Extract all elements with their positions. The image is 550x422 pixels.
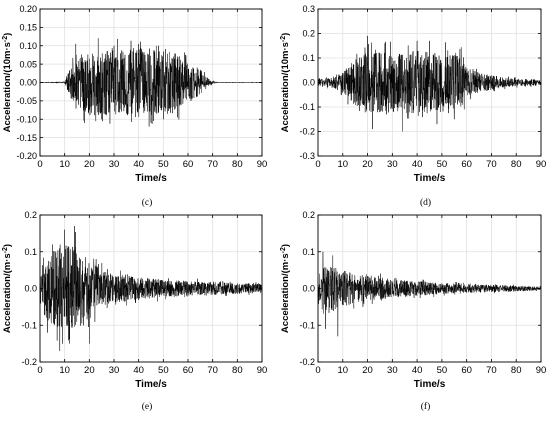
x-tick-label: 10 — [59, 159, 70, 170]
y-tick-label: -0.1 — [299, 102, 315, 112]
y-tick-label: 0.1 — [24, 247, 37, 257]
panel-caption: (d) — [420, 197, 431, 208]
y-tick-label: 0.2 — [302, 29, 315, 39]
y-axis-label: Acceleration/(10m·s-2) — [2, 33, 14, 133]
x-tick-label: 70 — [486, 159, 497, 170]
x-tick-label: 10 — [337, 365, 348, 376]
y-tick-label: 0.0 — [302, 284, 315, 294]
x-tick-label: 80 — [511, 159, 522, 170]
x-tick-label: 80 — [232, 159, 243, 170]
x-tick-label: 30 — [109, 365, 120, 376]
y-tick-label: -0.15 — [16, 133, 37, 143]
x-tick-label: 30 — [109, 159, 120, 170]
series-line — [39, 225, 263, 352]
y-tick-label: 0.0 — [302, 78, 315, 88]
y-tick-label: -0.2 — [299, 127, 315, 137]
chart-panel-0: 0 10 20 30 40 50 60 70 80 90 -0.20 -0.15 -0.10 -0.05 0… — [2, 4, 268, 208]
x-tick-label: 50 — [158, 365, 169, 376]
y-tick-label: 0.0 — [24, 284, 37, 294]
y-tick-label: -0.2 — [299, 357, 315, 367]
y-tick-label: 0.10 — [19, 41, 37, 51]
x-axis-label: Time/s — [135, 173, 167, 184]
chart-panel-2: 0 10 20 30 40 50 60 70 80 90 -0.2 -0.1 0.0 0.1 0.2 Time… — [2, 210, 268, 412]
x-tick-label: 10 — [337, 159, 348, 170]
x-tick-label: 90 — [257, 365, 268, 376]
y-tick-label: -0.20 — [16, 151, 37, 161]
series-line — [317, 35, 542, 132]
chart-panel-3: 0 10 20 30 40 50 60 70 80 90 -0.2 -0.1 0.0 0.1 0.2 Time… — [280, 210, 547, 412]
y-tick-label: 0.00 — [19, 78, 37, 88]
y-tick-label: -0.2 — [21, 357, 37, 367]
series-line — [317, 251, 542, 337]
series-line — [39, 37, 263, 127]
x-tick-label: 90 — [536, 159, 547, 170]
x-axis-label: Time/s — [135, 379, 167, 390]
x-tick-label: 60 — [183, 159, 194, 170]
x-axis-label: Time/s — [414, 173, 446, 184]
x-tick-label: 50 — [437, 159, 448, 170]
y-tick-label: 0.15 — [19, 23, 37, 33]
y-tick-label: -0.3 — [299, 151, 315, 161]
chart-panel-1: 0 10 20 30 40 50 60 70 80 90 -0.3 -0.2 -0.1 0.0 0.1 0.2… — [280, 4, 547, 208]
x-tick-label: 0 — [315, 365, 320, 376]
y-tick-label: 0.05 — [19, 59, 37, 69]
x-tick-label: 70 — [486, 365, 497, 376]
x-tick-label: 70 — [207, 365, 218, 376]
y-tick-label: 0.2 — [302, 210, 315, 220]
x-tick-label: 80 — [511, 365, 522, 376]
x-tick-label: 70 — [207, 159, 218, 170]
y-tick-label: 0.20 — [19, 4, 37, 14]
x-tick-label: 20 — [84, 159, 95, 170]
x-tick-label: 90 — [536, 365, 547, 376]
x-tick-label: 60 — [461, 365, 472, 376]
x-tick-label: 80 — [232, 365, 243, 376]
x-tick-label: 20 — [362, 365, 373, 376]
y-tick-label: -0.1 — [299, 320, 315, 330]
x-tick-label: 40 — [133, 159, 144, 170]
x-axis-label: Time/s — [414, 379, 446, 390]
y-axis-label: Acceleration/(10m·s-2) — [280, 33, 292, 133]
y-tick-label: -0.05 — [16, 96, 37, 106]
x-tick-label: 50 — [158, 159, 169, 170]
y-tick-label: 0.1 — [302, 53, 315, 63]
x-tick-label: 20 — [362, 159, 373, 170]
x-tick-label: 40 — [412, 365, 423, 376]
panel-caption: (c) — [142, 197, 153, 208]
x-tick-label: 90 — [257, 159, 268, 170]
x-tick-label: 60 — [183, 365, 194, 376]
x-tick-label: 40 — [133, 365, 144, 376]
x-tick-label: 40 — [412, 159, 423, 170]
x-tick-label: 0 — [37, 365, 42, 376]
x-tick-label: 30 — [387, 365, 398, 376]
y-tick-label: 0.1 — [302, 247, 315, 257]
x-tick-label: 50 — [437, 365, 448, 376]
x-tick-label: 0 — [37, 159, 42, 170]
x-tick-label: 20 — [84, 365, 95, 376]
panel-caption: (f) — [421, 401, 431, 412]
x-tick-label: 60 — [461, 159, 472, 170]
x-tick-label: 0 — [315, 159, 320, 170]
x-tick-label: 10 — [59, 365, 70, 376]
panel-caption: (e) — [142, 401, 153, 412]
y-axis-label: Acceleration/(m·s-2) — [2, 244, 14, 333]
y-tick-label: -0.1 — [21, 320, 37, 330]
x-tick-label: 30 — [387, 159, 398, 170]
y-tick-label: 0.2 — [24, 210, 37, 220]
y-tick-label: 0.3 — [302, 4, 315, 14]
y-tick-label: -0.10 — [16, 114, 37, 124]
y-axis-label: Acceleration/(m·s-2) — [280, 244, 292, 333]
